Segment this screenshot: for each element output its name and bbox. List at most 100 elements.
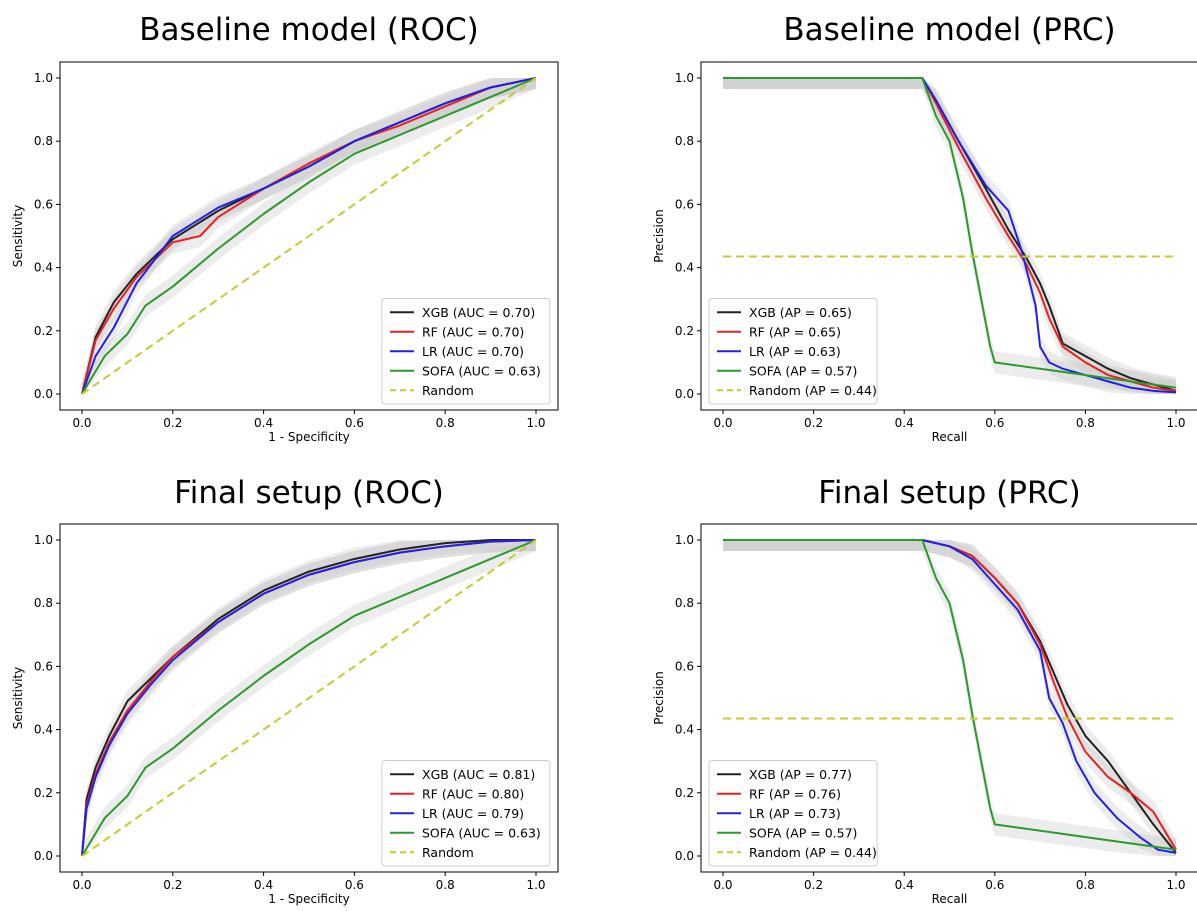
y-axis-label: Precision: [652, 209, 666, 263]
x-tick-label: 0.0: [72, 878, 91, 892]
legend-label: Random: [422, 383, 474, 398]
legend-box: [708, 760, 878, 867]
legend: XGB (AUC = 0.70) RF (AUC = 0.70) LR (AUC =…: [381, 298, 551, 405]
y-tick-label: 0.2: [675, 324, 694, 338]
legend-label: SOFA (AP = 0.57): [749, 363, 857, 378]
y-tick-label: 1.0: [675, 71, 694, 85]
legend-box: [381, 298, 551, 405]
y-tick-label: 0.2: [675, 786, 694, 800]
x-tick-label: 0.8: [436, 416, 455, 430]
x-tick-label: 0.2: [804, 878, 823, 892]
y-tick-label: 0.2: [34, 324, 53, 338]
legend-label: Random (AP = 0.44): [749, 845, 877, 860]
y-tick-label: 0.0: [34, 849, 53, 863]
chart-title: Final setup (ROC): [174, 475, 444, 511]
series-line: [723, 77, 1177, 392]
x-tick-label: 0.6: [985, 416, 1004, 430]
y-axis-label: Sensitivity: [11, 205, 25, 267]
plot-area: [700, 61, 1197, 411]
legend-label: RF (AP = 0.65): [749, 324, 841, 339]
legend-label: LR (AP = 0.63): [749, 344, 841, 359]
legend-label: XGB (AUC = 0.81): [422, 767, 535, 782]
series-line: [723, 539, 1177, 854]
legend-label: XGB (AP = 0.65): [749, 305, 852, 320]
x-tick-label: 0.0: [713, 416, 732, 430]
y-tick-label: 0.0: [675, 387, 694, 401]
chart-panel: Final setup (ROC) 0.0 0.2 0.4 0.6 0.8 1.0 0.0 0.…: [11, 475, 559, 906]
y-tick-label: 0.4: [34, 261, 53, 275]
x-tick-label: 0.4: [254, 878, 273, 892]
chart-title: Final setup (PRC): [818, 475, 1080, 511]
legend: XGB (AP = 0.65) RF (AP = 0.65) LR (AP = 0.…: [708, 298, 878, 405]
legend-label: Random (AP = 0.44): [749, 383, 877, 398]
x-axis-label: Recall: [932, 892, 968, 906]
y-tick-label: 0.8: [675, 134, 694, 148]
legend-label: XGB (AUC = 0.70): [422, 305, 535, 320]
x-tick-label: 0.6: [985, 878, 1004, 892]
chart-panel: Baseline model (PRC) 0.0 0.2 0.4 0.6 0.8 1.0 0.…: [652, 12, 1197, 444]
y-tick-label: 0.2: [34, 786, 53, 800]
legend-label: SOFA (AP = 0.57): [749, 825, 857, 840]
legend: XGB (AUC = 0.81) RF (AUC = 0.80) LR (AUC =…: [381, 760, 551, 867]
x-tick-label: 0.6: [345, 416, 364, 430]
legend-label: RF (AP = 0.76): [749, 786, 841, 801]
series-line: [81, 539, 537, 857]
plot-area: [700, 523, 1197, 873]
plot-area: [59, 61, 559, 411]
x-tick-label: 0.4: [895, 878, 914, 892]
y-tick-label: 0.4: [675, 723, 694, 737]
x-tick-label: 0.8: [1076, 878, 1095, 892]
x-tick-label: 0.2: [163, 878, 182, 892]
y-tick-label: 0.6: [675, 197, 694, 211]
y-tick-label: 0.0: [675, 849, 694, 863]
x-tick-label: 0.8: [436, 878, 455, 892]
x-tick-label: 1.0: [526, 416, 545, 430]
chart-title: Baseline model (PRC): [783, 12, 1115, 48]
series-line: [723, 77, 1177, 394]
y-tick-label: 0.0: [34, 387, 53, 401]
x-tick-label: 0.6: [345, 878, 364, 892]
x-axis-label: Recall: [932, 430, 968, 444]
series-line: [81, 77, 537, 395]
series-line: [81, 77, 537, 395]
legend-label: RF (AUC = 0.80): [422, 786, 524, 801]
series-line: [81, 539, 537, 857]
legend-label: SOFA (AUC = 0.63): [422, 363, 541, 378]
series-line: [81, 539, 536, 857]
y-tick-label: 0.6: [34, 197, 53, 211]
series-line: [723, 539, 1177, 851]
legend-label: RF (AUC = 0.70): [422, 324, 524, 339]
x-tick-label: 0.4: [895, 416, 914, 430]
plot-area: [59, 523, 559, 873]
legend-box: [708, 298, 878, 405]
chart-panel: Baseline model (ROC) 0.0 0.2 0.4 0.6 0.8 1.0 0.…: [11, 12, 559, 444]
series-line: [81, 77, 537, 395]
x-tick-label: 0.2: [804, 416, 823, 430]
x-tick-label: 0.8: [1076, 416, 1095, 430]
legend: XGB (AP = 0.77) RF (AP = 0.76) LR (AP = 0.…: [708, 760, 878, 867]
legend-label: SOFA (AUC = 0.63): [422, 825, 541, 840]
x-axis-label: 1 - Specificity: [268, 430, 349, 444]
series-line: [723, 77, 1177, 389]
y-tick-label: 1.0: [675, 533, 694, 547]
legend-label: XGB (AP = 0.77): [749, 767, 852, 782]
series-line: [81, 539, 537, 857]
legend-label: LR (AP = 0.73): [749, 806, 841, 821]
legend-box: [381, 760, 551, 867]
x-tick-label: 0.0: [713, 878, 732, 892]
confidence-band: [723, 540, 1176, 856]
chart-title: Baseline model (ROC): [139, 12, 478, 48]
y-tick-label: 0.6: [675, 659, 694, 673]
x-tick-label: 0.4: [254, 416, 273, 430]
y-tick-label: 1.0: [34, 71, 53, 85]
y-tick-label: 1.0: [34, 533, 53, 547]
y-tick-label: 0.8: [675, 596, 694, 610]
x-tick-label: 1.0: [1166, 416, 1185, 430]
y-axis-label: Precision: [652, 671, 666, 725]
legend-label: LR (AUC = 0.70): [422, 344, 524, 359]
legend-label: LR (AUC = 0.79): [422, 806, 524, 821]
y-tick-label: 0.6: [34, 659, 53, 673]
x-tick-label: 0.0: [72, 416, 91, 430]
legend-label: Random: [422, 845, 474, 860]
